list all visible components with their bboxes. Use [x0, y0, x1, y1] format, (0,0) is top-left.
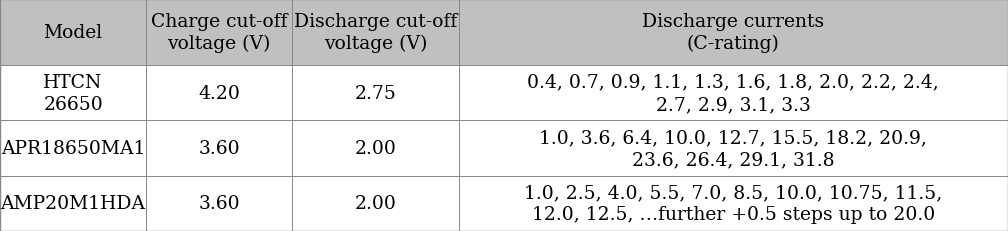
- Bar: [0, 0, 146, 66]
- Text: Discharge cut-off
voltage (V): Discharge cut-off voltage (V): [294, 13, 457, 53]
- Text: 1.0, 2.5, 4.0, 5.5, 7.0, 8.5, 10.0, 10.75, 11.5,
12.0, 12.5, …further +0.5 steps: 1.0, 2.5, 4.0, 5.5, 7.0, 8.5, 10.0, 10.7…: [524, 183, 942, 224]
- Text: Charge cut-off
voltage (V): Charge cut-off voltage (V): [151, 13, 287, 53]
- Bar: [292, 121, 459, 176]
- Bar: [459, 121, 1008, 176]
- Bar: [292, 66, 459, 121]
- Text: 2.00: 2.00: [355, 195, 396, 213]
- Text: AMP20M1HDA: AMP20M1HDA: [1, 195, 145, 213]
- Text: 2.75: 2.75: [355, 85, 396, 102]
- Bar: [0, 66, 146, 121]
- Bar: [459, 66, 1008, 121]
- Bar: [146, 121, 292, 176]
- Text: 2.00: 2.00: [355, 140, 396, 157]
- Text: 3.60: 3.60: [199, 195, 240, 213]
- Bar: [292, 176, 459, 231]
- Bar: [459, 176, 1008, 231]
- Text: 0.4, 0.7, 0.9, 1.1, 1.3, 1.6, 1.8, 2.0, 2.2, 2.4,
2.7, 2.9, 3.1, 3.3: 0.4, 0.7, 0.9, 1.1, 1.3, 1.6, 1.8, 2.0, …: [527, 73, 939, 113]
- Bar: [0, 176, 146, 231]
- Text: Model: Model: [43, 24, 103, 42]
- Bar: [146, 66, 292, 121]
- Text: 1.0, 3.6, 6.4, 10.0, 12.7, 15.5, 18.2, 20.9,
23.6, 26.4, 29.1, 31.8: 1.0, 3.6, 6.4, 10.0, 12.7, 15.5, 18.2, 2…: [539, 128, 927, 168]
- Bar: [0, 121, 146, 176]
- Text: APR18650MA1: APR18650MA1: [1, 140, 145, 157]
- Text: Discharge currents
(C-rating): Discharge currents (C-rating): [642, 13, 825, 53]
- Bar: [292, 0, 459, 66]
- Bar: [459, 0, 1008, 66]
- Text: HTCN
26650: HTCN 26650: [43, 73, 103, 113]
- Text: 4.20: 4.20: [199, 85, 240, 102]
- Bar: [146, 0, 292, 66]
- Bar: [146, 176, 292, 231]
- Text: 3.60: 3.60: [199, 140, 240, 157]
